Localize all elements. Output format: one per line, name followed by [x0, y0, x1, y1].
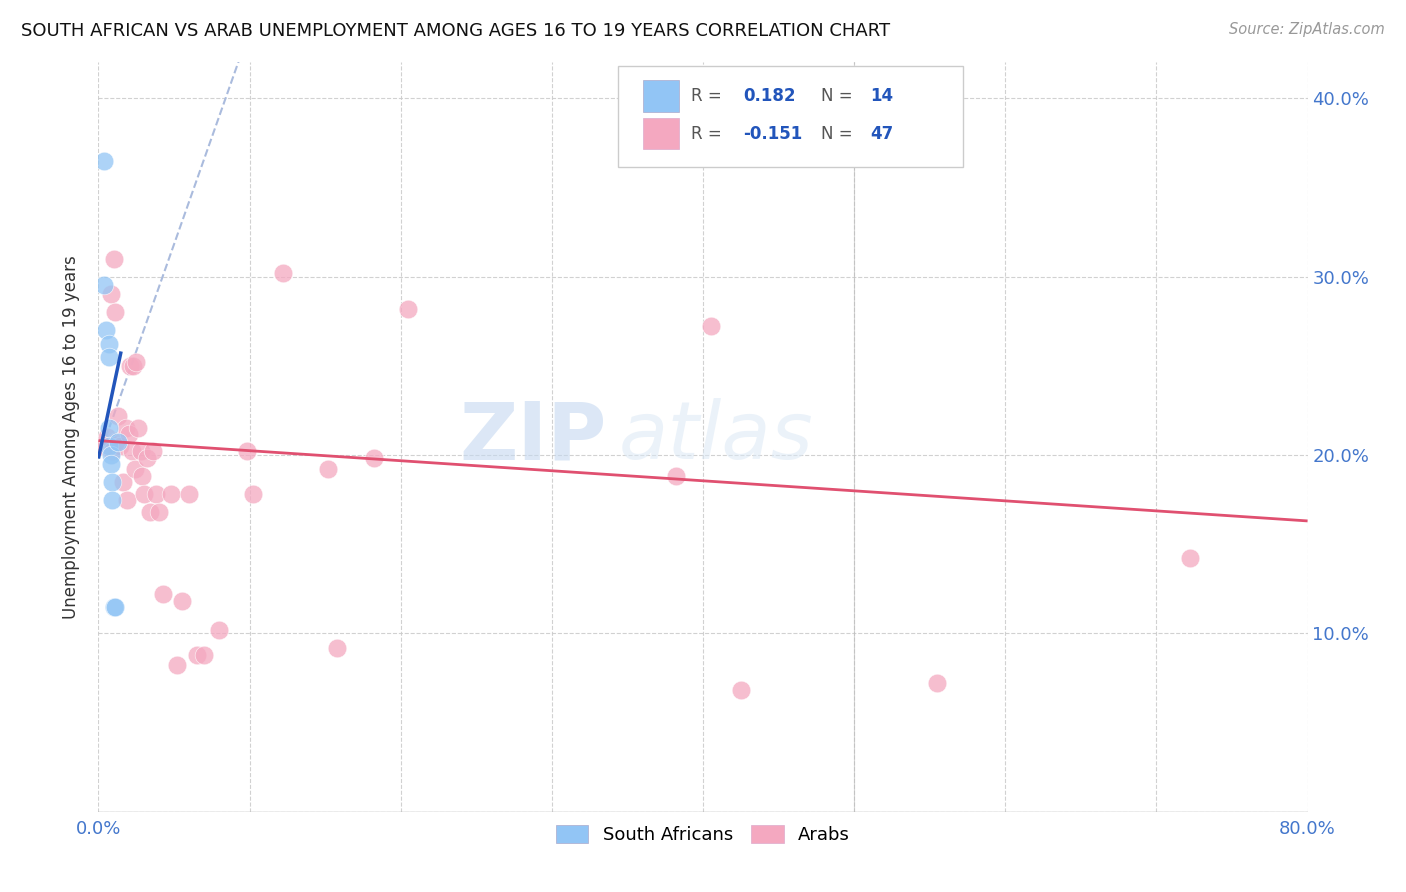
Point	[93, 439, 115, 453]
Point	[665, 469, 688, 483]
Point	[316, 462, 339, 476]
Point	[179, 487, 201, 501]
Point	[170, 594, 193, 608]
FancyBboxPatch shape	[619, 66, 963, 168]
Text: 0.182: 0.182	[742, 87, 796, 105]
Text: N =: N =	[821, 125, 859, 143]
Point	[131, 469, 153, 483]
Point	[118, 426, 141, 441]
Point	[242, 487, 264, 501]
Text: 47: 47	[870, 125, 893, 143]
Point	[271, 266, 294, 280]
Point	[108, 439, 131, 453]
Point	[101, 492, 124, 507]
Point	[93, 153, 115, 168]
Point	[730, 683, 752, 698]
Point	[152, 587, 174, 601]
Point	[132, 487, 155, 501]
Point	[96, 430, 118, 444]
Legend: South Africans, Arabs: South Africans, Arabs	[548, 818, 858, 851]
Point	[160, 487, 183, 501]
Point	[208, 623, 231, 637]
Point	[103, 599, 125, 614]
Point	[94, 323, 117, 337]
Text: R =: R =	[690, 125, 727, 143]
Point	[114, 421, 136, 435]
Point	[98, 439, 121, 453]
Point	[100, 287, 122, 301]
Point	[1178, 551, 1201, 566]
Point	[101, 475, 124, 489]
Point	[235, 444, 257, 458]
Point	[100, 448, 122, 462]
Text: N =: N =	[821, 87, 859, 105]
Point	[107, 435, 129, 450]
Point	[927, 676, 949, 690]
Point	[142, 444, 165, 458]
Point	[145, 487, 167, 501]
Text: 14: 14	[870, 87, 893, 105]
Point	[98, 337, 121, 351]
Point	[148, 505, 170, 519]
Y-axis label: Unemployment Among Ages 16 to 19 years: Unemployment Among Ages 16 to 19 years	[62, 255, 80, 619]
Point	[101, 444, 124, 458]
Point	[103, 252, 125, 266]
Point	[186, 648, 208, 662]
Text: ZIP: ZIP	[458, 398, 606, 476]
Point	[104, 305, 127, 319]
Point	[139, 505, 162, 519]
Bar	[643, 80, 679, 112]
Point	[111, 475, 134, 489]
Point	[363, 451, 385, 466]
Point	[396, 301, 419, 316]
Point	[129, 444, 152, 458]
Point	[121, 444, 143, 458]
Point	[166, 658, 188, 673]
Point	[100, 457, 122, 471]
Text: SOUTH AFRICAN VS ARAB UNEMPLOYMENT AMONG AGES 16 TO 19 YEARS CORRELATION CHART: SOUTH AFRICAN VS ARAB UNEMPLOYMENT AMONG…	[21, 22, 890, 40]
Bar	[643, 118, 679, 149]
Point	[699, 319, 721, 334]
Point	[193, 648, 215, 662]
Point	[98, 421, 121, 435]
Point	[122, 359, 145, 373]
Point	[135, 451, 157, 466]
Text: R =: R =	[690, 87, 727, 105]
Point	[120, 359, 142, 373]
Text: Source: ZipAtlas.com: Source: ZipAtlas.com	[1229, 22, 1385, 37]
Point	[104, 599, 127, 614]
Text: atlas: atlas	[619, 398, 813, 476]
Point	[124, 462, 146, 476]
Point	[125, 355, 148, 369]
Point	[107, 409, 129, 423]
Point	[127, 421, 149, 435]
Point	[115, 492, 138, 507]
Point	[326, 640, 349, 655]
Point	[93, 278, 115, 293]
Text: -0.151: -0.151	[742, 125, 803, 143]
Point	[105, 434, 128, 448]
Point	[98, 350, 121, 364]
